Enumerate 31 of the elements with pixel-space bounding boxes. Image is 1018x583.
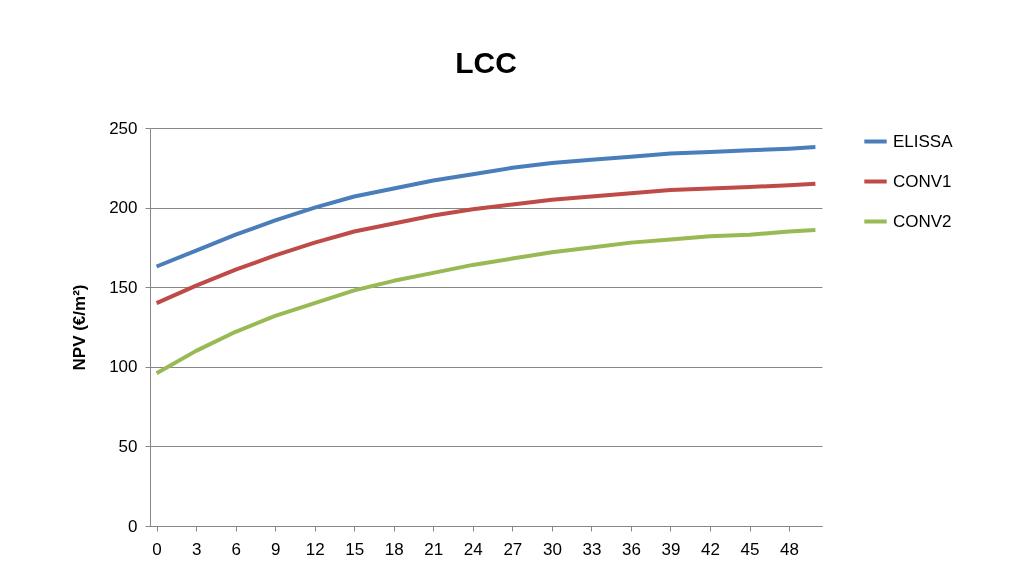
legend-label: ELISSA [893, 131, 954, 151]
legend-label: CONV1 [893, 171, 952, 191]
y-tick-label: 200 [109, 198, 138, 218]
x-tick-label: 9 [270, 539, 281, 559]
x-tick-label: 30 [542, 539, 562, 559]
y-tick-label: 0 [128, 516, 138, 536]
chart-title: LCC [455, 46, 517, 79]
x-tick-label: 48 [780, 539, 800, 559]
x-tick-label: 18 [384, 539, 404, 559]
legend-label: CONV2 [893, 211, 952, 231]
x-tick-label: 12 [305, 539, 325, 559]
y-axis-title: NPV (€/m²) [70, 284, 90, 371]
y-tick-label: 150 [109, 277, 138, 297]
x-tick-label: 27 [503, 539, 523, 559]
y-tick-label: 100 [109, 357, 138, 377]
line-series [154, 181, 818, 306]
y-tick-label: 250 [109, 118, 138, 138]
x-tick-label: 33 [582, 539, 602, 559]
x-tick-label: 3 [191, 539, 202, 559]
x-tick-label: 45 [740, 539, 760, 559]
line-series [154, 145, 818, 269]
x-tick-label: 36 [621, 539, 641, 559]
line-series [154, 227, 818, 376]
x-tick-label: 39 [661, 539, 681, 559]
x-tick-label: 0 [152, 539, 162, 559]
y-tick-label: 50 [118, 436, 138, 456]
x-tick-label: 21 [424, 539, 444, 559]
x-tick-label: 15 [345, 539, 365, 559]
x-tick-label: 6 [231, 539, 241, 559]
x-tick-label: 42 [701, 539, 720, 559]
x-tick-label: 24 [463, 539, 483, 559]
